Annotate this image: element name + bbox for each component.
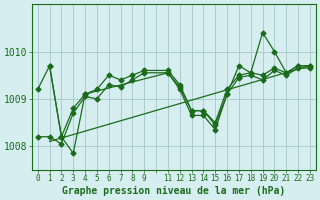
X-axis label: Graphe pression niveau de la mer (hPa): Graphe pression niveau de la mer (hPa) [62, 186, 285, 196]
